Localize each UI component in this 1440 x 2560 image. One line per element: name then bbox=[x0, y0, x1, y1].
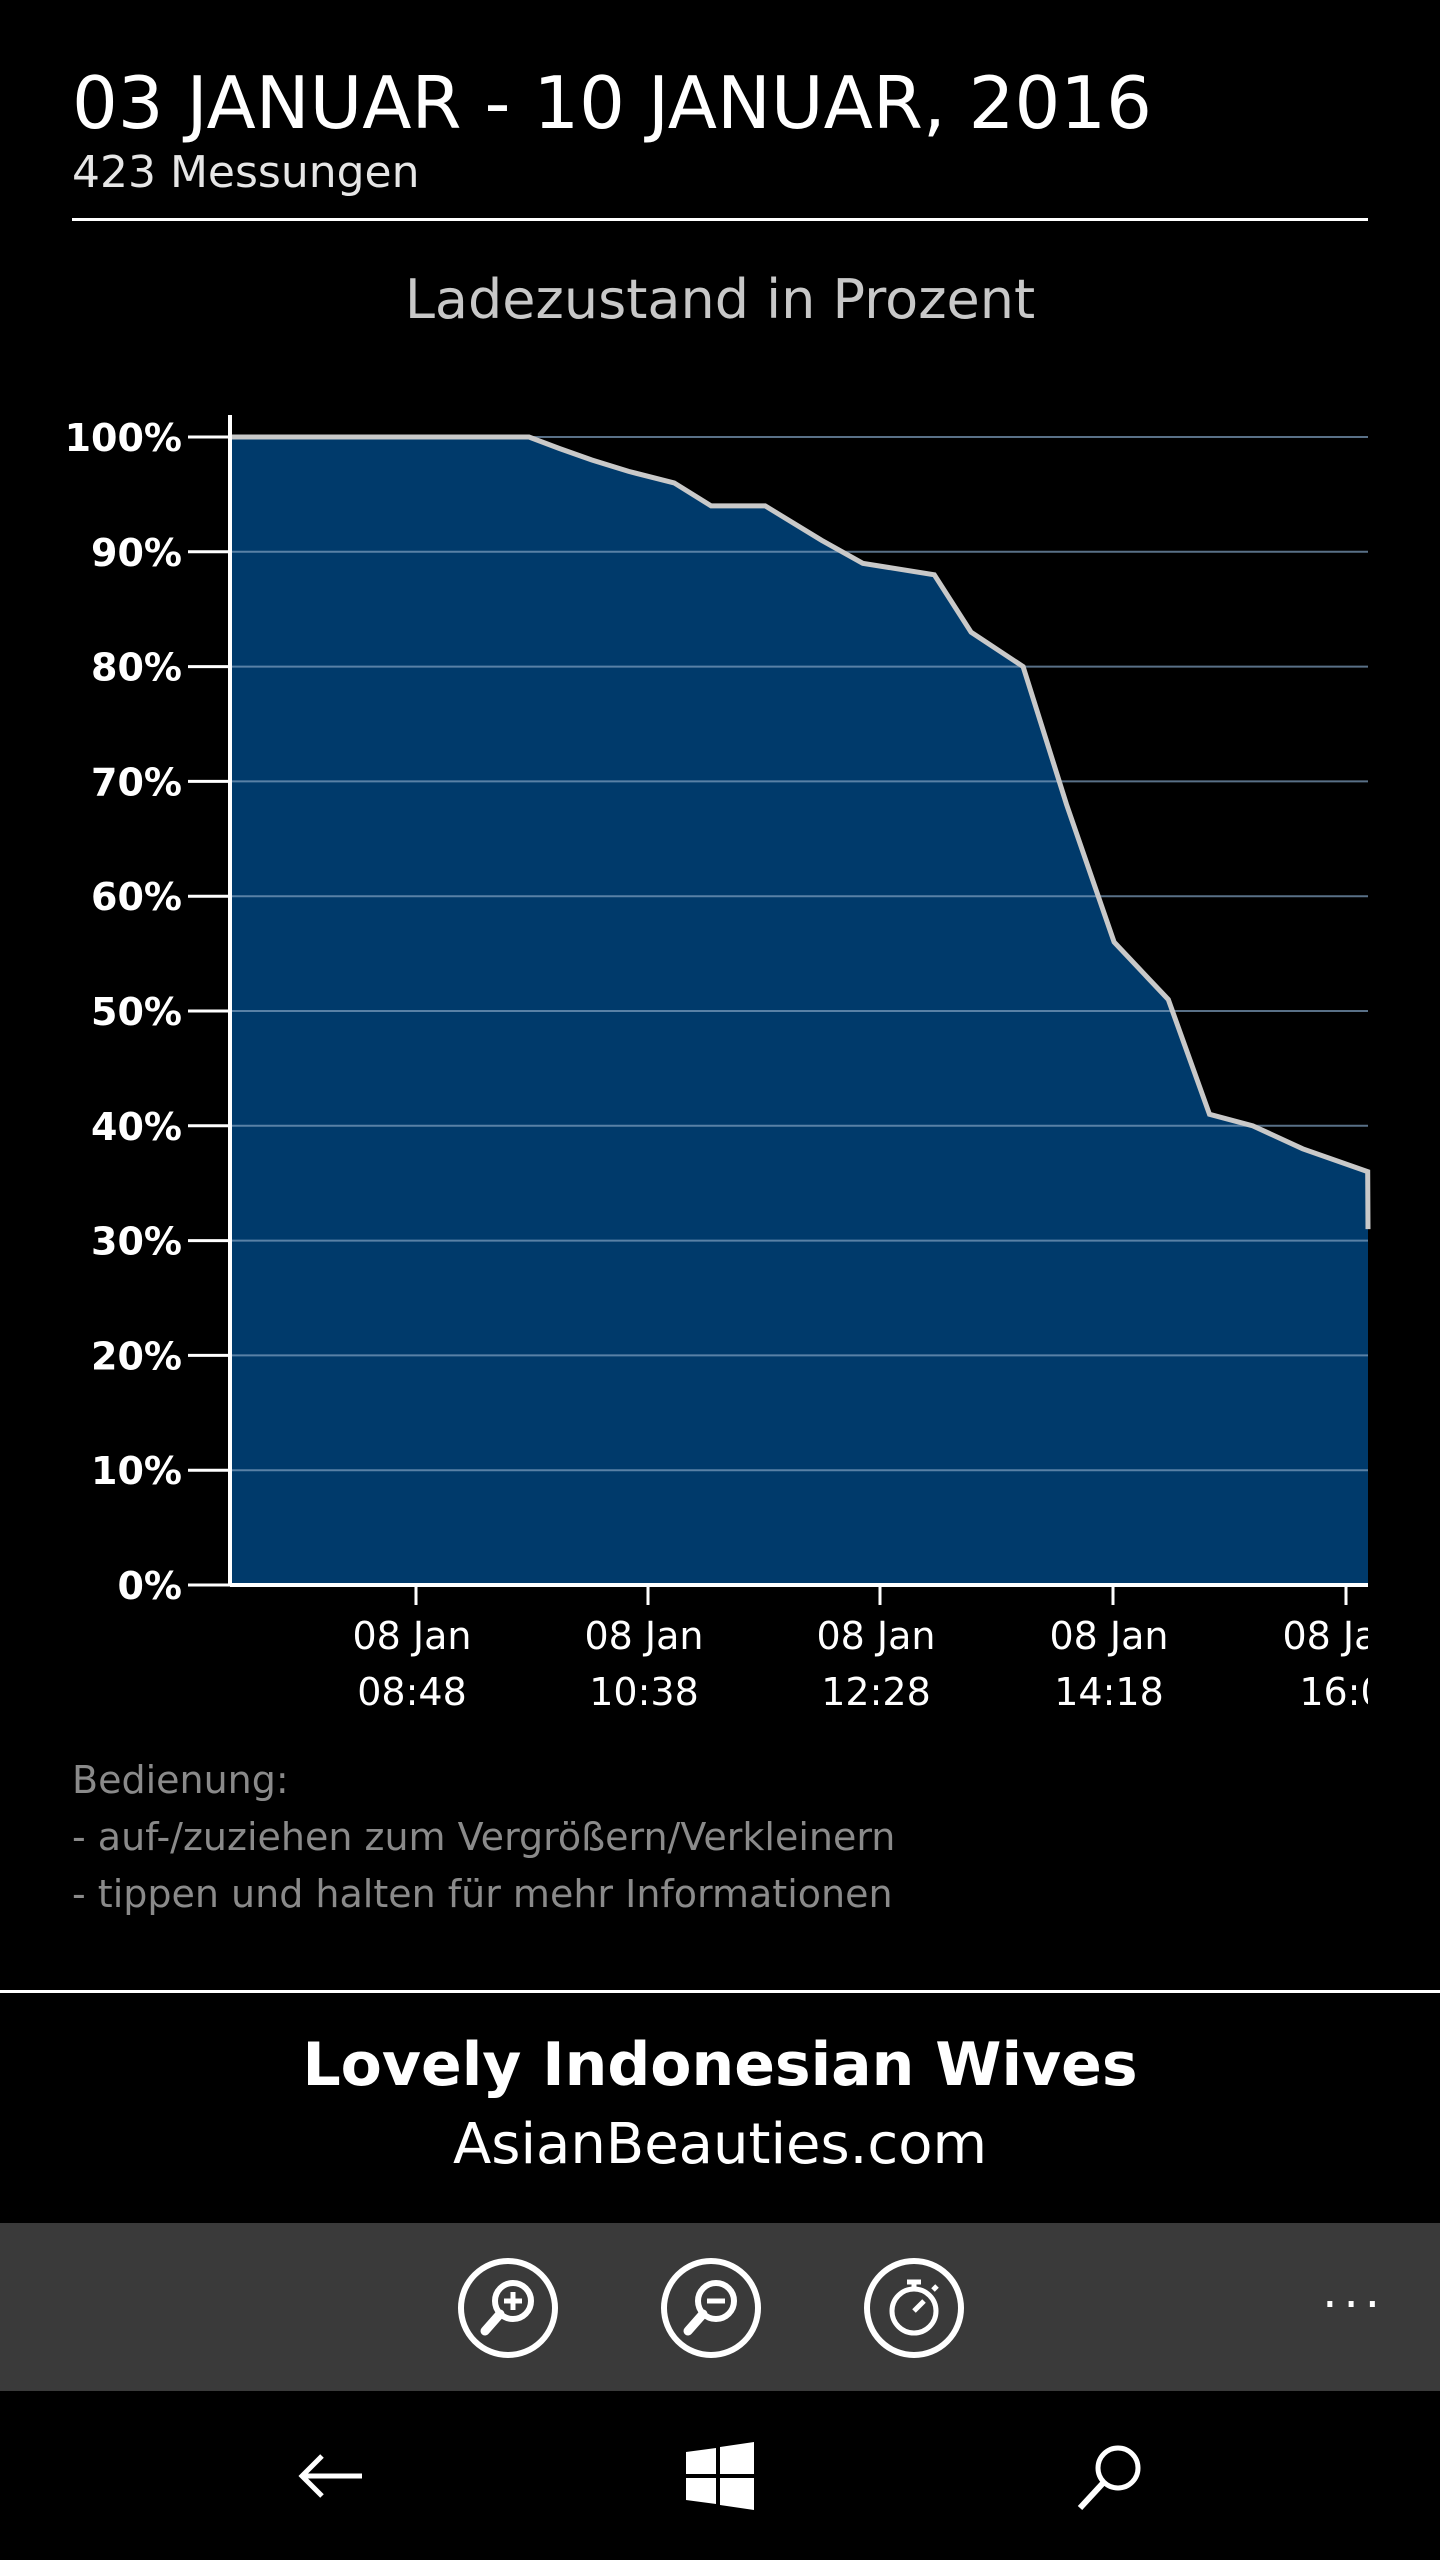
ad-title: Lovely Indonesian Wives bbox=[302, 2030, 1138, 2100]
x-tick-time: 08:48 bbox=[357, 1670, 467, 1714]
search-icon bbox=[1077, 2445, 1141, 2511]
y-tick-label: 60% bbox=[91, 875, 182, 919]
ad-url: AsianBeauties.com bbox=[452, 2112, 988, 2177]
search-button[interactable] bbox=[1065, 2431, 1155, 2521]
x-tick-time: 14:18 bbox=[1054, 1670, 1164, 1714]
back-arrow-icon bbox=[298, 2454, 362, 2498]
measurement-count: 423 Messungen bbox=[72, 147, 420, 199]
x-tick-date: 08 Jan bbox=[1049, 1614, 1168, 1658]
zoom-in-button[interactable] bbox=[458, 2258, 558, 2358]
y-tick-label: 30% bbox=[91, 1220, 182, 1264]
y-tick-label: 70% bbox=[91, 760, 182, 804]
ad-divider bbox=[0, 1990, 1440, 1993]
header: 03 JANUAR - 10 JANUAR, 2016 423 Messunge… bbox=[72, 61, 1368, 199]
battery-chart[interactable]: 100% 90% 80% 70% 60% 50% 40% 30% 20% 10% 0% 08 Jan 0… bbox=[0, 380, 1440, 1780]
instructions-heading: Bedienung: bbox=[72, 1758, 289, 1802]
zoom-out-icon bbox=[683, 2280, 737, 2336]
instructions: Bedienung: - auf-/zuziehen zum Vergrößer… bbox=[72, 1752, 895, 1923]
zoom-out-button[interactable] bbox=[661, 2258, 761, 2358]
stopwatch-icon bbox=[889, 2279, 939, 2336]
y-tick-label: 100% bbox=[65, 416, 182, 460]
x-tick-time: 10:38 bbox=[589, 1670, 699, 1714]
instructions-line-2: - tippen und halten für mehr Information… bbox=[72, 1872, 893, 1916]
y-tick-label: 10% bbox=[91, 1449, 182, 1493]
zoom-in-icon bbox=[480, 2280, 534, 2336]
x-label-clip bbox=[1368, 1593, 1440, 1733]
y-tick-label: 50% bbox=[91, 990, 182, 1034]
date-range-title: 03 JANUAR - 10 JANUAR, 2016 bbox=[72, 61, 1152, 145]
windows-icon bbox=[686, 2442, 754, 2510]
x-tick-time: 12:28 bbox=[821, 1670, 931, 1714]
x-tick-date: 08 Jan bbox=[352, 1614, 471, 1658]
app-bar: ... bbox=[0, 2223, 1440, 2391]
navigation-bar bbox=[0, 2391, 1440, 2560]
y-tick-label: 80% bbox=[91, 646, 182, 690]
y-tick-label: 40% bbox=[91, 1105, 182, 1149]
chart-title: Ladezustand in Prozent bbox=[404, 268, 1036, 331]
y-tick-label: 90% bbox=[91, 531, 182, 575]
y-tick-label: 20% bbox=[91, 1334, 182, 1378]
y-tick-label: 0% bbox=[117, 1564, 182, 1608]
back-button[interactable] bbox=[285, 2431, 375, 2521]
stopwatch-button[interactable] bbox=[864, 2258, 964, 2358]
x-tick-date: 08 Jan bbox=[816, 1614, 935, 1658]
series-line bbox=[230, 434, 1371, 1230]
instructions-line-1: - auf-/zuziehen zum Vergrößern/Verkleine… bbox=[72, 1815, 896, 1859]
ad-banner[interactable]: Lovely Indonesian Wives AsianBeauties.co… bbox=[0, 2030, 1440, 2177]
x-tick-date: 08 Jan bbox=[584, 1614, 703, 1658]
start-button[interactable] bbox=[675, 2431, 765, 2521]
header-divider bbox=[72, 218, 1368, 221]
more-button[interactable]: ... bbox=[1322, 2263, 1386, 2319]
